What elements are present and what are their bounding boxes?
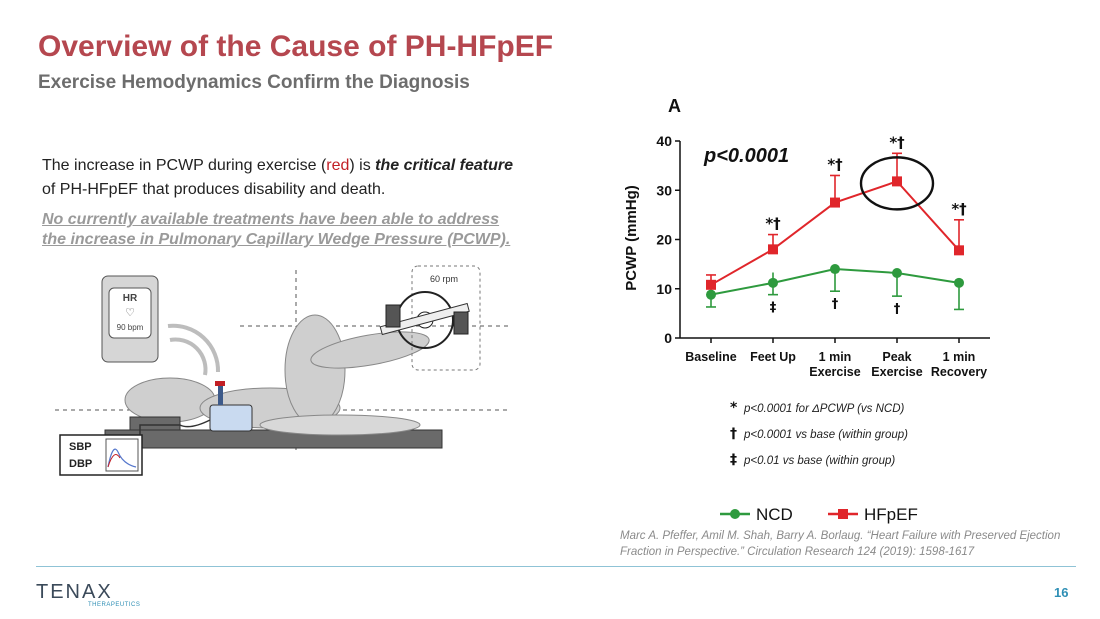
data-point-ncd: [892, 267, 902, 278]
dbp-label: DBP: [69, 458, 92, 470]
significance-marker-above: *†: [827, 155, 843, 173]
hr-label: HR: [123, 293, 138, 304]
y-tick-label: 40: [656, 133, 672, 149]
page-number: 16: [1054, 585, 1069, 600]
bp-waveform-red: [107, 454, 121, 468]
body-text-emphasis: the critical feature: [375, 157, 513, 174]
footnote-symbol: †: [730, 426, 737, 442]
footnote-text: p<0.0001 vs base (within group): [743, 429, 908, 441]
significance-marker-below: †: [832, 297, 839, 312]
peak-highlight-circle: [859, 156, 935, 211]
data-point-ncd: [830, 264, 840, 275]
crank-arm: [379, 302, 470, 336]
patient-thigh: [284, 314, 346, 426]
x-tick-label: Feet Up: [750, 350, 796, 364]
data-point-hfpef: [892, 176, 902, 187]
patient-arm: [259, 414, 421, 436]
sbp-label: SBP: [69, 441, 92, 453]
x-tick-label: Recovery: [931, 365, 987, 379]
x-tick-label: Exercise: [871, 365, 922, 379]
significance-marker-below: †: [894, 302, 901, 317]
body-text-part3: of PH-HFpEF that produces disability and…: [42, 181, 386, 198]
body-text-part2: ) is: [349, 157, 376, 174]
legend-marker-hfpef: [838, 509, 848, 519]
body-paragraph: The increase in PCWP during exercise (re…: [42, 154, 522, 202]
significance-marker-above: *†: [951, 200, 967, 218]
patient-head: [124, 377, 216, 423]
signal-arc-2: [167, 323, 221, 373]
footnote-symbol: *: [730, 400, 738, 416]
panel-label: A: [668, 96, 681, 116]
pillow-block: [129, 416, 181, 431]
footnote-text: p<0.01 vs base (within group): [743, 455, 895, 467]
heart-icon: ♡: [125, 306, 135, 319]
monitor-cable: [139, 419, 211, 465]
data-point-ncd: [768, 277, 778, 288]
y-tick-label: 30: [656, 182, 672, 198]
significance-annotation: p<0.0001: [703, 145, 789, 167]
slide-subtitle: Exercise Hemodynamics Confirm the Diagno…: [38, 72, 470, 93]
catheter-tip: [215, 381, 225, 386]
data-point-hfpef: [706, 279, 716, 290]
citation: Marc A. Pfeffer, Amil M. Shah, Barry A. …: [620, 530, 1061, 558]
data-point-hfpef: [768, 244, 778, 255]
legend-marker-ncd: [730, 509, 740, 519]
y-tick-label: 10: [656, 281, 672, 297]
pcwp-chart: A p<0.0001 PCWP (mmHg) 0 10 20 30 40 Baselin…: [623, 96, 990, 524]
footnote-text: p<0.0001 for ΔPCWP (vs NCD): [743, 403, 905, 415]
data-point-hfpef: [830, 197, 840, 208]
tenax-logo: TENAX THERAPEUTICS: [36, 581, 140, 608]
footer-divider: [36, 566, 1076, 567]
y-tick-label: 20: [656, 232, 672, 248]
x-tick-label: 1 min: [819, 350, 852, 364]
logo-text: TENAX: [36, 581, 113, 603]
body-text-red: red: [326, 157, 350, 174]
x-tick-label: 1 min: [943, 350, 976, 364]
y-tick-label: 0: [664, 330, 672, 346]
data-point-hfpef: [954, 245, 964, 256]
slide-title: Overview of the Cause of PH-HFpEF: [38, 30, 554, 63]
legend-label-hfpef: HFpEF: [864, 505, 918, 524]
signal-arc-1: [169, 337, 208, 376]
footnote-symbol: ‡: [730, 452, 737, 468]
significance-marker-above: *†: [765, 215, 781, 233]
logo-subtext: THERAPEUTICS: [88, 602, 140, 608]
treatment-gap-note: No currently available treatments have b…: [42, 211, 511, 248]
data-point-ncd: [954, 277, 964, 288]
significance-marker-above: *†: [889, 133, 905, 151]
significance-marker-below: ‡: [770, 301, 777, 316]
catheter-device: [209, 404, 253, 432]
data-point-ncd: [706, 289, 716, 300]
catheter-line: [218, 385, 223, 405]
pedal-right: [453, 311, 469, 335]
y-axis-label: PCWP (mmHg): [623, 185, 640, 291]
x-tick-label: Peak: [882, 350, 911, 364]
legend-label-ncd: NCD: [756, 505, 793, 524]
watch-screen: [108, 287, 152, 339]
hr-value: 90 bpm: [117, 323, 144, 332]
rpm-label: 60 rpm: [430, 274, 458, 284]
exercise-hemodynamics-illustration: HR ♡ 90 bpm 60 rpm SBP DBP: [55, 265, 510, 476]
patient-lower-leg: [310, 331, 430, 369]
x-tick-label: Baseline: [685, 350, 736, 364]
pedal-left: [385, 304, 401, 328]
bp-waveform: [107, 448, 137, 468]
x-tick-label: Exercise: [809, 365, 860, 379]
body-text-part1: The increase in PCWP during exercise (: [42, 157, 327, 174]
